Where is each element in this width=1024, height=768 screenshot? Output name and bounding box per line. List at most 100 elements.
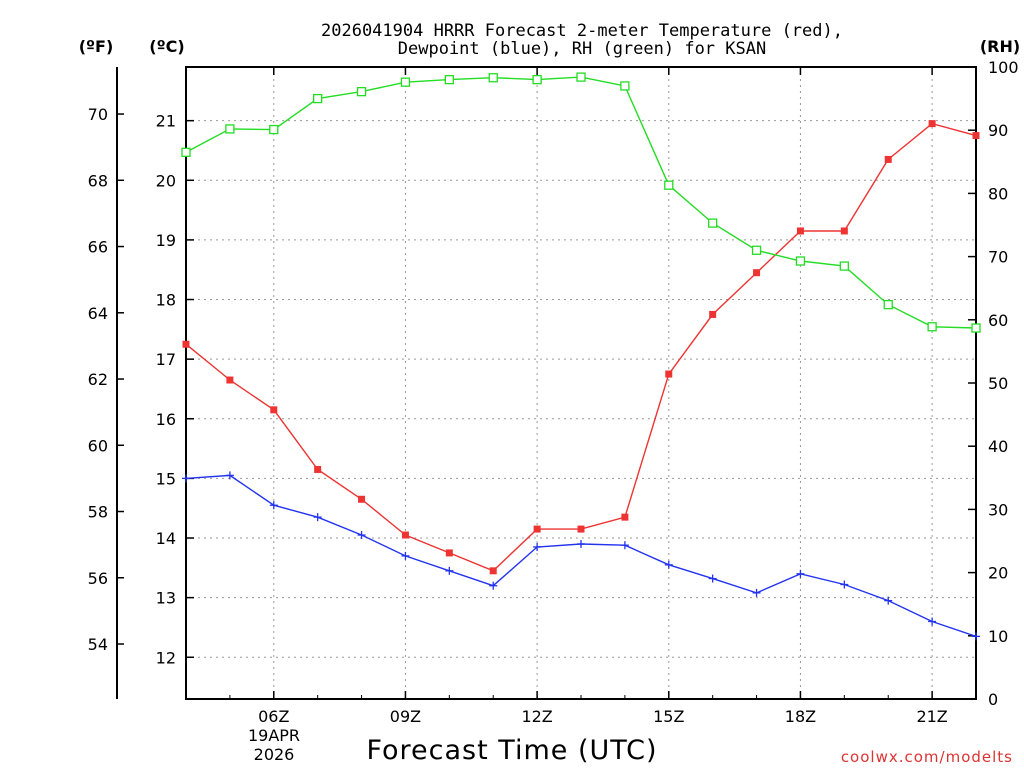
axis-ticks: 12 13 14 15 16 17 18 19 20 21 54 56 58 60 62 64 66 68 70 0 1… <box>88 58 1019 726</box>
fahrenheit-tick-label: 60 <box>88 436 108 455</box>
series-dewpoint <box>182 471 980 641</box>
fahrenheit-tick-label: 56 <box>88 569 108 588</box>
celsius-tick-label: 19 <box>156 231 176 250</box>
dewpoint-point <box>225 471 234 480</box>
temperature-point <box>358 495 366 503</box>
rh-point <box>181 147 191 157</box>
x-tick-label: 21Z <box>916 707 947 726</box>
dewpoint-point <box>752 588 761 597</box>
rh-tick-label: 100 <box>988 58 1019 77</box>
rh-axis-label: (RH) <box>980 37 1020 56</box>
celsius-tick-label: 18 <box>156 291 176 310</box>
rh-point <box>664 180 674 190</box>
rh-tick-label: 80 <box>988 184 1008 203</box>
celsius-tick-label: 20 <box>156 171 176 190</box>
rh-point <box>356 86 367 97</box>
temperature-point <box>972 132 980 140</box>
dewpoint-point <box>884 596 893 605</box>
date-label-year: 2026 <box>254 745 295 764</box>
dewpoint-point <box>577 539 585 548</box>
fahrenheit-tick-label: 70 <box>88 105 108 124</box>
rh-tick-label: 10 <box>988 627 1008 646</box>
rh-point <box>751 245 762 255</box>
celsius-tick-label: 14 <box>156 529 176 548</box>
dewpoint-point <box>357 531 366 540</box>
temperature-point <box>445 549 453 557</box>
rh-point <box>269 124 279 135</box>
rh-point <box>444 74 454 85</box>
rh-point <box>576 72 586 82</box>
rh-tick-label: 60 <box>988 311 1008 330</box>
rh-point <box>883 299 893 310</box>
dewpoint-point <box>401 551 410 560</box>
temperature-point <box>928 120 936 128</box>
rh-point <box>708 218 718 228</box>
temperature-point <box>182 340 190 348</box>
rh-tick-label: 20 <box>988 564 1008 583</box>
temperature-point <box>314 465 322 473</box>
fahrenheit-axis-label: (ºF) <box>79 37 114 56</box>
rh-point <box>225 124 235 134</box>
celsius-axis-label: (ºC) <box>149 37 184 56</box>
dewpoint-point <box>708 574 717 583</box>
rh-tick-label: 0 <box>988 690 998 709</box>
plot-frame <box>185 66 977 700</box>
date-label-day: 19APR <box>248 726 300 745</box>
temperature-line <box>185 122 977 572</box>
celsius-tick-label: 13 <box>156 589 176 608</box>
rh-point <box>927 322 937 332</box>
rh-tick-label: 30 <box>988 500 1008 519</box>
temperature-point <box>709 310 717 318</box>
gridlines <box>186 67 976 699</box>
temperature-point <box>621 513 629 521</box>
temperature-point <box>796 227 804 235</box>
chart-title-line2: Dewpoint (blue), RH (green) for KSAN <box>398 39 766 59</box>
dewpoint-point <box>182 474 190 483</box>
celsius-tick-label: 21 <box>156 112 176 131</box>
temperature-point <box>533 525 541 533</box>
temperature-point <box>577 525 585 533</box>
temperature-point <box>270 406 278 414</box>
dewpoint-point <box>489 581 498 590</box>
dewpoint-point <box>664 560 673 569</box>
rh-line <box>185 76 977 329</box>
dewpoint-point <box>840 580 849 589</box>
fahrenheit-tick-label: 64 <box>88 304 108 323</box>
series-rh <box>181 72 981 333</box>
rh-point <box>620 81 630 91</box>
dewpoint-point <box>533 542 542 551</box>
celsius-tick-label: 15 <box>156 469 176 488</box>
chart-title-line1: 2026041904 HRRR Forecast 2-meter Tempera… <box>321 21 843 41</box>
rh-point <box>532 74 542 85</box>
fahrenheit-tick-label: 54 <box>88 635 108 654</box>
temperature-point <box>401 531 409 539</box>
fahrenheit-tick-label: 62 <box>88 370 108 389</box>
fahrenheit-tick-label: 58 <box>88 503 108 522</box>
celsius-tick-label: 12 <box>156 648 176 667</box>
temperature-point <box>753 269 761 277</box>
dewpoint-point <box>972 632 980 641</box>
temperature-point <box>840 227 848 235</box>
rh-point <box>400 77 411 87</box>
x-tick-label: 18Z <box>785 707 816 726</box>
rh-point <box>488 73 498 83</box>
credit-label: coolwx.com/modelts <box>841 748 1013 766</box>
rh-tick-label: 70 <box>988 248 1008 267</box>
rh-point <box>839 261 849 271</box>
temperature-point <box>226 376 234 384</box>
temperature-point <box>884 155 892 163</box>
rh-point <box>313 93 323 104</box>
temperature-point <box>489 567 497 575</box>
x-tick-label: 09Z <box>390 707 421 726</box>
x-axis-label: Forecast Time (UTC) <box>366 735 657 766</box>
rh-tick-label: 50 <box>988 374 1008 393</box>
rh-point <box>971 323 981 333</box>
series-temperature <box>182 120 980 575</box>
dewpoint-point <box>620 541 629 550</box>
dewpoint-point <box>313 513 322 522</box>
dewpoint-point <box>796 569 805 578</box>
x-tick-label: 06Z <box>258 707 289 726</box>
dewpoint-line <box>185 474 977 638</box>
dewpoint-point <box>445 566 454 575</box>
rh-point <box>795 256 806 266</box>
